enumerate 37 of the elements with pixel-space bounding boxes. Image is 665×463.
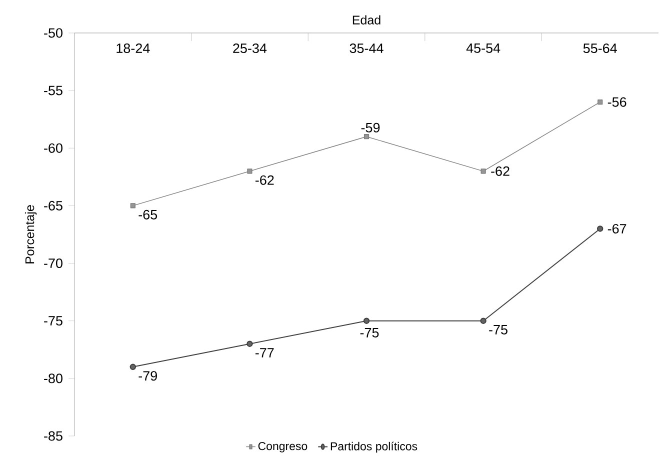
data-label: -62 [256, 175, 274, 185]
legend-label: Partidos políticos [330, 442, 418, 453]
data-label: -77 [256, 348, 274, 358]
x-tick-label: 45-54 [466, 44, 500, 53]
data-label: -75 [489, 325, 508, 334]
y-axis-title: Porcentaje [24, 205, 37, 264]
y-tick-label: -50 [44, 28, 62, 38]
point [246, 340, 253, 347]
x-tick-label: 35-44 [350, 44, 384, 54]
point [247, 168, 252, 174]
point [130, 364, 136, 370]
y-tick-label: -85 [44, 431, 62, 441]
legend-label: Congreso [258, 442, 308, 452]
x-axis-title: Edad [352, 15, 380, 24]
y-tick-label: -60 [44, 143, 62, 153]
point [364, 134, 370, 140]
point [597, 226, 604, 232]
x-tick-label: 25-34 [233, 44, 267, 54]
x-tick-label: 55-64 [583, 44, 617, 54]
point [480, 318, 486, 324]
data-label: -59 [361, 122, 380, 132]
y-tick-label: -70 [44, 258, 62, 268]
data-label: -65 [138, 210, 158, 220]
data-label: -67 [608, 224, 626, 234]
y-tick-label: -65 [44, 200, 62, 210]
point [480, 168, 486, 174]
point [130, 203, 136, 208]
point [363, 318, 370, 324]
y-tick-label: -55 [44, 86, 62, 96]
data-label: -75 [360, 328, 379, 338]
y-tick-label: -80 [44, 374, 62, 384]
y-tick-label: -75 [44, 316, 62, 326]
data-label: -62 [491, 166, 510, 176]
x-tick-label: 18-24 [116, 44, 150, 54]
data-label: -79 [138, 371, 157, 381]
point [598, 100, 603, 105]
data-label: -56 [608, 97, 626, 107]
